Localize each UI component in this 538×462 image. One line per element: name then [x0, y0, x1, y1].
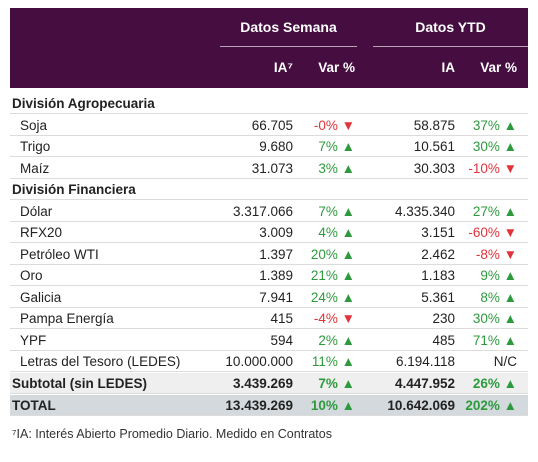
data-row — [10, 115, 528, 136]
var-cell: 30% ▲ — [472, 139, 517, 154]
ia-cell: 3.439.269 — [232, 375, 293, 391]
ia-cell: 31.073 — [251, 160, 293, 176]
row-label: Oro — [20, 268, 43, 283]
total-row — [10, 394, 528, 416]
subtotal-row — [10, 372, 528, 394]
var-cell: 30% ▲ — [472, 311, 517, 326]
column-header: IA — [441, 60, 456, 75]
ia-cell: 2.462 — [421, 246, 455, 262]
data-row — [10, 308, 528, 329]
var-cell: 7% ▲ — [318, 375, 355, 391]
ia-cell: 10.000.000 — [225, 354, 293, 369]
var-cell: 7% ▲ — [318, 139, 355, 154]
var-cell: 37% ▲ — [472, 117, 517, 133]
row-label: Dólar — [20, 203, 53, 219]
var-cell: 3% ▲ — [318, 160, 355, 176]
row-label: Soja — [20, 117, 48, 133]
row-label: TOTAL — [12, 397, 56, 413]
ia-cell: 3.317.066 — [232, 203, 293, 219]
ia-cell: 594 — [270, 332, 293, 348]
column-header: IA⁷ — [273, 60, 293, 75]
group-rule — [373, 46, 528, 47]
data-row — [10, 351, 528, 372]
row-label: Trigo — [20, 139, 51, 154]
ia-cell: 5.361 — [421, 289, 455, 305]
row-label: Letras del Tesoro (LEDES) — [20, 354, 181, 369]
var-cell: 202% ▲ — [465, 397, 517, 413]
var-cell: 20% ▲ — [310, 246, 355, 262]
data-row — [10, 136, 528, 157]
var-cell: -10% ▼ — [468, 160, 517, 176]
data-row — [10, 158, 528, 179]
ia-cell: 415 — [270, 311, 293, 326]
group-title: Datos YTD — [415, 19, 486, 35]
row-label: Maíz — [20, 160, 50, 176]
row-label: Pampa Energía — [20, 311, 114, 326]
ia-cell: 66.705 — [251, 117, 293, 133]
var-cell: 21% ▲ — [310, 268, 355, 283]
var-cell: 11% ▲ — [311, 354, 355, 369]
row-label: Petróleo WTI — [20, 246, 99, 262]
ia-cell: 3.151 — [421, 225, 455, 240]
var-cell: 7% ▲ — [318, 203, 355, 219]
group-title: Datos Semana — [240, 19, 337, 35]
row-label: RFX20 — [20, 225, 63, 240]
var-cell: 2% ▲ — [318, 332, 355, 348]
group-rule — [220, 46, 357, 47]
data-row — [10, 201, 528, 222]
var-cell: -8% ▼ — [475, 246, 517, 262]
ia-cell: 1.183 — [421, 268, 455, 283]
var-cell: -0% ▼ — [313, 117, 355, 133]
var-cell: -4% ▼ — [313, 311, 355, 326]
var-cell: 26% ▲ — [472, 375, 517, 391]
ia-cell: 1.397 — [259, 246, 293, 262]
var-cell: 9% ▲ — [480, 268, 517, 283]
section-row — [10, 179, 528, 200]
ia-cell: 10.642.069 — [387, 397, 455, 413]
column-header: Var % — [318, 60, 355, 75]
row-label: Galicia — [20, 289, 62, 305]
row-label: YPF — [20, 332, 47, 348]
ia-cell: 58.875 — [413, 117, 455, 133]
var-cell: 4% ▲ — [318, 225, 355, 240]
ia-cell: 230 — [432, 311, 455, 326]
ia-cell: 6.194.118 — [395, 354, 455, 369]
data-row — [10, 287, 528, 308]
ia-cell: 3.009 — [259, 225, 293, 240]
data-row — [10, 222, 528, 243]
table-header — [10, 8, 528, 88]
ia-cell: 1.389 — [259, 268, 293, 283]
column-header: Var % — [480, 60, 517, 75]
var-cell: 8% ▲ — [480, 289, 517, 305]
ia-cell: 7.941 — [259, 289, 293, 305]
var-cell: 10% ▲ — [310, 397, 355, 413]
data-row — [10, 330, 528, 351]
section-title: División Agropecuaria — [12, 96, 155, 111]
ia-cell: 13.439.269 — [225, 397, 293, 413]
section-title: División Financiera — [12, 182, 136, 197]
ia-cell: 9.680 — [259, 139, 293, 154]
var-cell: 24% ▲ — [310, 289, 355, 305]
row-label: Subtotal (sin LEDES) — [12, 375, 147, 391]
footnote: ⁷IA: Interés Abierto Promedio Diario. Me… — [12, 427, 332, 441]
ia-cell: 485 — [432, 332, 455, 348]
var-cell: 71% ▲ — [472, 332, 517, 348]
ia-cell: 30.303 — [413, 160, 455, 176]
ia-cell: 4.335.340 — [394, 203, 455, 219]
data-row — [10, 265, 528, 286]
var-cell: -60% ▼ — [468, 225, 517, 240]
var-cell: 27% ▲ — [472, 203, 517, 219]
var-cell: N/C — [493, 354, 517, 369]
ia-cell: 4.447.952 — [394, 375, 455, 391]
ia-cell: 10.561 — [413, 139, 455, 154]
data-row — [10, 244, 528, 265]
section-row — [10, 93, 528, 114]
